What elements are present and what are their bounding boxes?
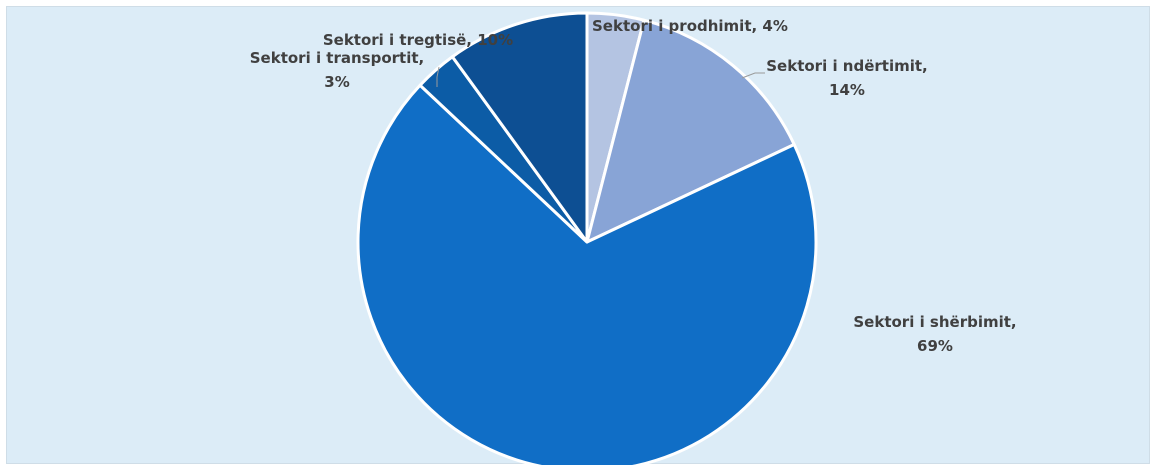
pie-chart: Sektori i prodhimit, 4% Sektori i ndërtim… xyxy=(250,11,1017,465)
data-label-sektori-i-prodhimit: Sektori i prodhimit, 4% xyxy=(592,17,788,35)
data-label-sektori-i-transportit: Sektori i transportit, 3% xyxy=(250,49,424,91)
data-label-category: Sektori i transportit, xyxy=(250,49,424,67)
pie-slice-sektori-i-tregtise xyxy=(450,11,589,244)
data-label-sektori-i-ndertimit: Sektori i ndërtimit, 14% xyxy=(766,57,928,99)
pie-slice-sektori-i-ndertimit xyxy=(585,18,796,244)
data-label-value: 14% xyxy=(829,81,865,99)
data-label-text: Sektori i tregtisë, 10% xyxy=(323,31,513,49)
data-label-value: 3% xyxy=(324,73,349,91)
data-label-sektori-i-sherbimit: Sektori i shërbimit, 69% xyxy=(853,313,1016,355)
pie-slice-sektori-i-sherbimit xyxy=(356,83,818,465)
leader-line-sektori-i-ndertimit xyxy=(741,72,765,79)
data-label-category: Sektori i shërbimit, xyxy=(853,313,1016,331)
data-label-category: Sektori i ndërtimit, xyxy=(766,57,928,75)
chart-area: Sektori i prodhimit, 4% Sektori i ndërtim… xyxy=(6,6,1150,465)
leader-line-sektori-i-transportit xyxy=(436,66,440,87)
data-label-sektori-i-tregtise: Sektori i tregtisë, 10% xyxy=(323,31,513,49)
data-label-value: 69% xyxy=(917,337,953,355)
data-label-text: Sektori i prodhimit, 4% xyxy=(592,17,788,35)
